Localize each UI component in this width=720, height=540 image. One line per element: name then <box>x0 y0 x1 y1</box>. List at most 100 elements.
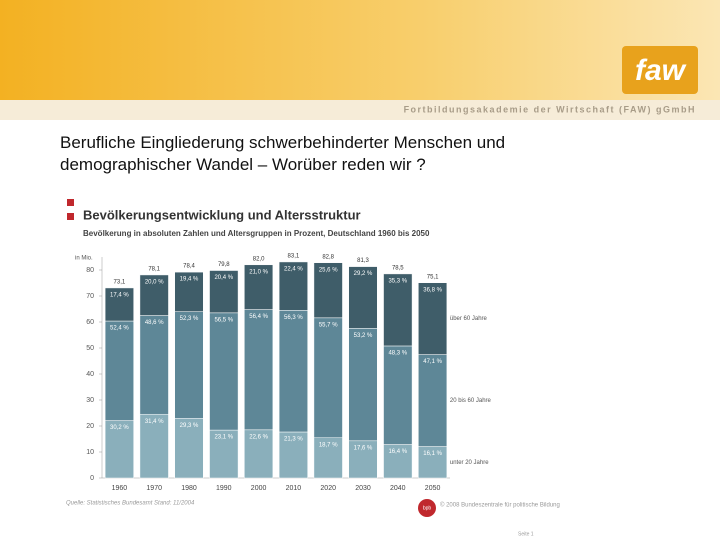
bar-segment <box>174 418 204 479</box>
x-tick-label: 2030 <box>355 485 371 492</box>
title-box: Berufliche Eingliederung schwerbehindert… <box>60 133 506 174</box>
segment-label: 48,6 % <box>145 320 164 326</box>
bar-segment <box>278 261 308 311</box>
segment-label: 22,4 % <box>284 267 303 273</box>
legend-label: 20 bis 60 Jahre <box>450 398 492 404</box>
bar-segment <box>348 266 378 329</box>
segment-label: 29,2 % <box>354 271 373 277</box>
x-tick-label: 2010 <box>286 485 302 492</box>
bar-segment <box>174 311 204 419</box>
bar-segment <box>139 413 169 479</box>
bar-segment <box>313 317 343 438</box>
segment-label: 55,7 % <box>319 322 338 328</box>
organisation: Fortbildungsakademie der Wirtschaft (FAW… <box>404 104 696 114</box>
bar-segment <box>278 431 308 479</box>
bar-segment <box>418 282 448 355</box>
segment-label: 20,4 % <box>214 275 233 281</box>
publisher-logo <box>418 499 436 517</box>
segment-label: 29,3 % <box>180 423 199 429</box>
x-tick-label: 1980 <box>181 485 197 492</box>
slide-title: Berufliche Eingliederung schwerbehindert… <box>60 133 506 174</box>
banner <box>0 0 720 100</box>
x-tick-label: 2040 <box>390 485 406 492</box>
bar-segment <box>383 345 413 445</box>
segment-label: 20,0 % <box>145 280 164 286</box>
bar-segment <box>418 354 448 447</box>
segment-label: 17,4 % <box>110 293 129 299</box>
bar-segment <box>313 437 343 479</box>
segment-label: 19,4 % <box>180 277 199 283</box>
x-tick-label: 2020 <box>320 485 336 492</box>
chart-title: Bevölkerungsentwicklung und Altersstrukt… <box>83 207 361 222</box>
bar-segment <box>383 273 413 347</box>
segment-label: 21,3 % <box>284 437 303 443</box>
total-label: 75,1 <box>427 274 439 280</box>
x-tick-label: 1960 <box>112 485 128 492</box>
segment-label: 47,1 % <box>423 359 442 365</box>
total-label: 83,1 <box>288 254 300 260</box>
segment-label: 52,3 % <box>180 316 199 322</box>
total-label: 79,8 <box>218 262 230 268</box>
bar-segment <box>104 420 134 479</box>
y-tick-label: 40 <box>86 371 94 378</box>
segment-label: 23,1 % <box>214 435 233 441</box>
bullet <box>67 199 74 206</box>
bar-segment <box>244 429 274 479</box>
total-label: 73,1 <box>114 280 126 286</box>
publisher: bpb <box>423 505 432 511</box>
source: Quelle: Statistisches Bundesamt Stand: 1… <box>66 501 195 507</box>
segment-label: 25,6 % <box>319 267 338 273</box>
segment-label: 31,4 % <box>145 419 164 425</box>
segment-label: 22,6 % <box>249 434 268 440</box>
y-tick-label: 60 <box>86 319 94 326</box>
y-tick-label: 30 <box>86 397 94 404</box>
copyright: © 2008 Bundeszentrale für politische Bil… <box>440 502 560 509</box>
segment-label: 35,3 % <box>388 278 407 284</box>
y-tick-label: 50 <box>86 345 94 352</box>
bullet <box>67 213 74 220</box>
bar-segment <box>104 320 134 421</box>
total-label: 81,3 <box>357 258 369 264</box>
segment-label: 56,5 % <box>214 317 233 323</box>
y-tick-label: 10 <box>86 449 94 456</box>
legend-label: über 60 Jahre <box>450 316 488 322</box>
bar-segment <box>278 310 308 433</box>
x-tick-label: 2050 <box>425 485 441 492</box>
bar-segment <box>348 328 378 442</box>
x-tick-label: 2000 <box>251 485 267 492</box>
chart-subtitle: Bevölkerung in absoluten Zahlen und Alte… <box>83 229 430 238</box>
segment-label: 17,6 % <box>354 445 373 451</box>
y-tick-label: 80 <box>86 267 94 274</box>
total-label: 78,5 <box>392 265 404 271</box>
segment-label: 18,7 % <box>319 442 338 448</box>
bar-segment <box>139 274 169 316</box>
bar-segment <box>244 309 274 431</box>
y-tick-label: 70 <box>86 293 94 300</box>
logo: faw <box>635 54 687 87</box>
bar-segment <box>313 262 343 319</box>
segment-label: 56,3 % <box>284 315 303 321</box>
x-tick-label: 1970 <box>146 485 162 492</box>
segment-label: 52,4 % <box>110 326 129 332</box>
segment-label: 30,2 % <box>110 425 129 431</box>
bar-segment <box>174 271 204 312</box>
total-label: 82,0 <box>253 256 265 262</box>
legend-label: unter 20 Jahre <box>450 460 489 466</box>
bar-segment <box>139 315 169 415</box>
logo-box <box>622 46 698 94</box>
segment-label: 21,0 % <box>249 269 268 275</box>
total-label: 82,8 <box>322 254 334 260</box>
segment-label: 16,1 % <box>423 451 442 457</box>
bar-segment <box>383 444 413 479</box>
y-label: in Mio. <box>75 256 93 262</box>
total-label: 78,4 <box>183 264 195 270</box>
total-label: 78,1 <box>148 267 160 273</box>
page-number: Seite 1 <box>518 531 534 537</box>
bar-segment <box>244 264 274 310</box>
bar-segment <box>209 312 239 431</box>
segment-label: 16,4 % <box>388 449 407 455</box>
segment-label: 48,3 % <box>388 351 407 357</box>
segment-label: 56,4 % <box>249 314 268 320</box>
